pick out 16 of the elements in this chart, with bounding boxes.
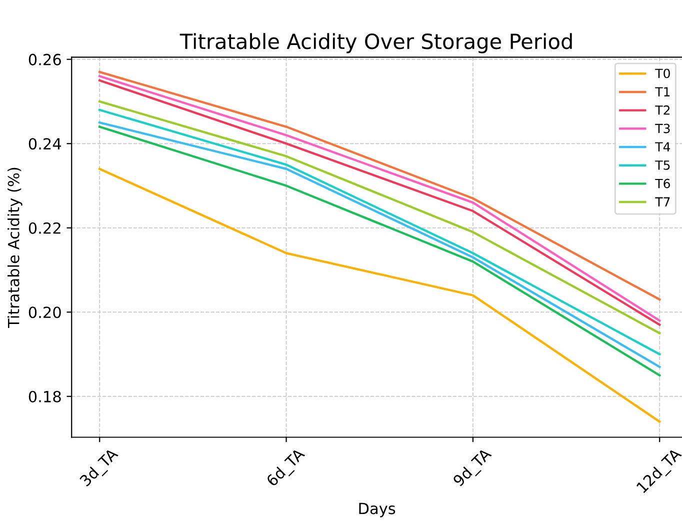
y-tick-label: 0.22 <box>28 222 60 234</box>
legend-label: T7 <box>655 197 670 206</box>
x-axis-title: Days <box>359 502 396 518</box>
y-tick-label: 0.18 <box>28 390 61 402</box>
y-tick-label: 0.24 <box>28 138 62 150</box>
legend-label: T6 <box>655 178 670 188</box>
y-tick-label: 0.26 <box>28 54 61 66</box>
y-tick-label: 0.20 <box>28 306 61 318</box>
legend-label: T2 <box>655 105 670 115</box>
legend-label: T3 <box>655 124 670 134</box>
legend-label: T0 <box>655 68 670 78</box>
legend-label: T1 <box>655 87 670 96</box>
y-axis-title: Titratable Acidity (%) <box>8 168 22 328</box>
chart-title: Titratable Acidity Over Storage Period <box>180 33 572 54</box>
legend-label: T5 <box>655 160 670 170</box>
legend-label: T4 <box>655 142 670 152</box>
